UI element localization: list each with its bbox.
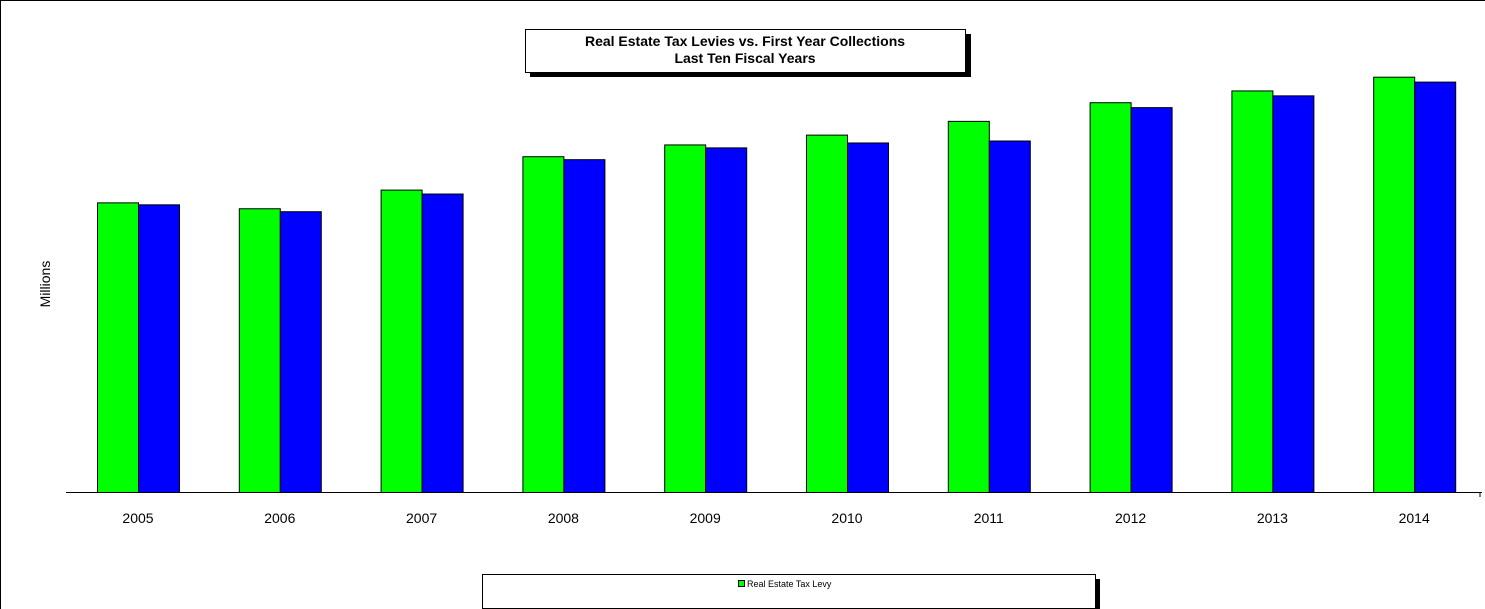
x-tick-labels: 2005 2006 2007 2008 2009 2010 2011 2012 2013 2014 [122,492,1481,526]
bar-collections-2011 [988,140,1031,493]
x-tick-label-2006: 2006 [264,510,295,526]
bar-levy-2013 [1231,90,1274,493]
legend-label-levy: Real Estate Tax Levy [747,579,832,589]
bar-levy-2011 [947,120,990,493]
x-tick-label-2010: 2010 [831,510,862,526]
bar-collections-2005 [138,204,180,493]
bar-collections-2009 [705,147,748,494]
y-axis-label: Millions [37,261,53,308]
x-tick-label-2012: 2012 [1115,510,1146,526]
bar-levy-2012 [1089,102,1132,494]
bar-collections-2013 [1272,95,1315,493]
bar-collections-2014 [1414,81,1457,493]
bar-collections-2010 [847,142,889,494]
x-tick-label-2008: 2008 [548,510,579,526]
bars-layer [97,76,1457,494]
x-tick-label-2005: 2005 [122,510,153,526]
legend: Real Estate Tax Levy [482,574,1100,609]
title-box-frame [525,29,966,73]
chart-title: Real Estate Tax Levies vs. First Year Co… [585,33,905,49]
bar-collections-2006 [279,211,322,493]
bar-levy-2009 [664,144,707,493]
bar-levy-2006 [238,208,281,493]
bar-levy-2008 [522,156,565,494]
x-tick-label-2009: 2009 [690,510,721,526]
bar-collections-2007 [421,193,464,493]
x-tick-label-2013: 2013 [1257,510,1288,526]
title-box: Real Estate Tax Levies vs. First Year Co… [525,29,971,77]
bar-levy-2007 [380,189,423,493]
x-tick-label-2011: 2011 [974,510,1004,526]
chart-subtitle: Last Ten Fiscal Years [674,50,815,66]
x-tick-label-2014: 2014 [1399,510,1430,526]
bar-levy-2010 [806,134,848,493]
bar-collections-2012 [1130,107,1173,494]
bar-collections-2008 [563,159,606,493]
legend-frame [482,574,1096,609]
bar-levy-2014 [1373,76,1416,493]
x-tick-label-2007: 2007 [406,510,437,526]
bar-levy-2005 [97,202,139,493]
legend-swatch-levy [738,580,745,587]
